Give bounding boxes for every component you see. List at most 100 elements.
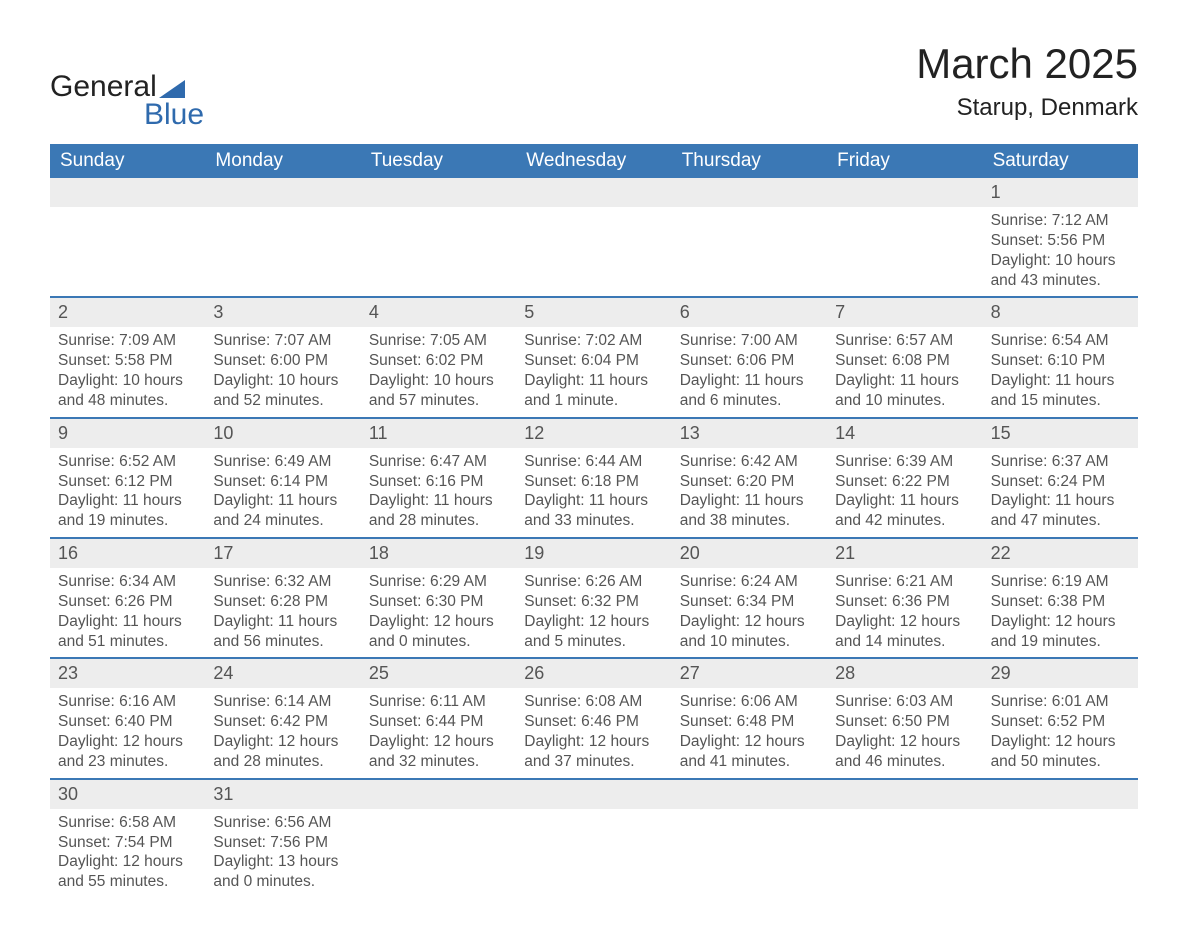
- week-row: 16Sunrise: 6:34 AMSunset: 6:26 PMDayligh…: [50, 537, 1138, 657]
- day-cell: 18Sunrise: 6:29 AMSunset: 6:30 PMDayligh…: [361, 539, 516, 657]
- day-cell: 28Sunrise: 6:03 AMSunset: 6:50 PMDayligh…: [827, 659, 982, 777]
- day-of-week-cell: Tuesday: [361, 144, 516, 178]
- day-detail-line: Sunset: 6:50 PM: [835, 712, 974, 732]
- day-detail-line: Daylight: 11 hours and 51 minutes.: [58, 612, 197, 652]
- day-detail-line: Sunrise: 6:57 AM: [835, 331, 974, 351]
- day-of-week-cell: Wednesday: [516, 144, 671, 178]
- day-number: 2: [50, 298, 205, 327]
- brand-word2: Blue: [144, 98, 204, 132]
- day-detail-line: Daylight: 10 hours and 43 minutes.: [991, 251, 1130, 291]
- day-cell: 19Sunrise: 6:26 AMSunset: 6:32 PMDayligh…: [516, 539, 671, 657]
- day-detail-line: Sunset: 6:22 PM: [835, 472, 974, 492]
- day-detail-line: Sunrise: 6:21 AM: [835, 572, 974, 592]
- day-detail-line: Sunset: 6:42 PM: [213, 712, 352, 732]
- day-number: 20: [672, 539, 827, 568]
- week-row: 9Sunrise: 6:52 AMSunset: 6:12 PMDaylight…: [50, 417, 1138, 537]
- day-number: 10: [205, 419, 360, 448]
- day-detail-line: Sunset: 5:56 PM: [991, 231, 1130, 251]
- day-detail-line: Sunrise: 6:39 AM: [835, 452, 974, 472]
- day-cell: 30Sunrise: 6:58 AMSunset: 7:54 PMDayligh…: [50, 780, 205, 898]
- day-detail-line: Sunset: 6:52 PM: [991, 712, 1130, 732]
- brand-triangle-icon: [159, 80, 185, 98]
- page-header: General Blue March 2025 Starup, Denmark: [50, 40, 1138, 132]
- day-detail-line: Sunrise: 6:42 AM: [680, 452, 819, 472]
- day-cell: [361, 780, 516, 898]
- day-detail-line: Sunrise: 6:34 AM: [58, 572, 197, 592]
- day-detail-line: Sunrise: 6:14 AM: [213, 692, 352, 712]
- day-detail-line: Daylight: 11 hours and 47 minutes.: [991, 491, 1130, 531]
- day-detail-line: Daylight: 12 hours and 41 minutes.: [680, 732, 819, 772]
- day-detail-line: Daylight: 12 hours and 55 minutes.: [58, 852, 197, 892]
- day-detail-line: Sunrise: 6:19 AM: [991, 572, 1130, 592]
- day-detail-line: Daylight: 11 hours and 24 minutes.: [213, 491, 352, 531]
- day-cell: 4Sunrise: 7:05 AMSunset: 6:02 PMDaylight…: [361, 298, 516, 416]
- day-detail-line: Sunset: 6:46 PM: [524, 712, 663, 732]
- day-detail-line: Sunrise: 7:05 AM: [369, 331, 508, 351]
- day-number: [516, 178, 671, 207]
- day-of-week-cell: Monday: [205, 144, 360, 178]
- day-number: 18: [361, 539, 516, 568]
- week-row: 2Sunrise: 7:09 AMSunset: 5:58 PMDaylight…: [50, 296, 1138, 416]
- day-detail-line: Daylight: 11 hours and 42 minutes.: [835, 491, 974, 531]
- day-cell: 9Sunrise: 6:52 AMSunset: 6:12 PMDaylight…: [50, 419, 205, 537]
- day-detail-line: Sunrise: 6:03 AM: [835, 692, 974, 712]
- day-detail-line: Sunrise: 6:08 AM: [524, 692, 663, 712]
- day-detail-line: Sunrise: 6:26 AM: [524, 572, 663, 592]
- day-detail-line: Daylight: 11 hours and 56 minutes.: [213, 612, 352, 652]
- day-number: 1: [983, 178, 1138, 207]
- day-number: [361, 780, 516, 809]
- day-number: 13: [672, 419, 827, 448]
- day-detail-line: Sunset: 6:20 PM: [680, 472, 819, 492]
- day-detail-line: Sunset: 6:00 PM: [213, 351, 352, 371]
- day-detail-line: Sunrise: 6:29 AM: [369, 572, 508, 592]
- day-number: 11: [361, 419, 516, 448]
- day-detail-line: Sunrise: 6:01 AM: [991, 692, 1130, 712]
- day-cell: 2Sunrise: 7:09 AMSunset: 5:58 PMDaylight…: [50, 298, 205, 416]
- day-detail-line: Daylight: 12 hours and 14 minutes.: [835, 612, 974, 652]
- day-cell: [516, 780, 671, 898]
- brand-logo: General Blue: [50, 70, 204, 132]
- day-detail-line: Sunrise: 6:58 AM: [58, 813, 197, 833]
- day-cell: [361, 178, 516, 296]
- day-detail-line: Daylight: 12 hours and 19 minutes.: [991, 612, 1130, 652]
- day-cell: [827, 780, 982, 898]
- day-detail-line: Sunset: 6:08 PM: [835, 351, 974, 371]
- day-detail-line: Daylight: 11 hours and 28 minutes.: [369, 491, 508, 531]
- day-detail-line: Sunrise: 6:06 AM: [680, 692, 819, 712]
- day-detail-line: Sunset: 6:36 PM: [835, 592, 974, 612]
- day-number: 22: [983, 539, 1138, 568]
- day-detail-line: Sunrise: 6:37 AM: [991, 452, 1130, 472]
- day-number: 24: [205, 659, 360, 688]
- day-cell: 22Sunrise: 6:19 AMSunset: 6:38 PMDayligh…: [983, 539, 1138, 657]
- weeks-container: 1Sunrise: 7:12 AMSunset: 5:56 PMDaylight…: [50, 178, 1138, 898]
- day-detail-line: Daylight: 11 hours and 33 minutes.: [524, 491, 663, 531]
- day-detail-line: Sunrise: 6:44 AM: [524, 452, 663, 472]
- day-detail-line: Sunset: 6:44 PM: [369, 712, 508, 732]
- day-cell: 7Sunrise: 6:57 AMSunset: 6:08 PMDaylight…: [827, 298, 982, 416]
- day-detail-line: Sunrise: 6:16 AM: [58, 692, 197, 712]
- day-number: [827, 178, 982, 207]
- month-title: March 2025: [916, 40, 1138, 88]
- day-detail-line: Daylight: 10 hours and 48 minutes.: [58, 371, 197, 411]
- day-detail-line: Daylight: 12 hours and 46 minutes.: [835, 732, 974, 772]
- day-detail-line: Sunset: 6:24 PM: [991, 472, 1130, 492]
- day-cell: 15Sunrise: 6:37 AMSunset: 6:24 PMDayligh…: [983, 419, 1138, 537]
- day-cell: 11Sunrise: 6:47 AMSunset: 6:16 PMDayligh…: [361, 419, 516, 537]
- day-number: 6: [672, 298, 827, 327]
- day-number: [205, 178, 360, 207]
- day-cell: [516, 178, 671, 296]
- day-detail-line: Daylight: 12 hours and 32 minutes.: [369, 732, 508, 772]
- day-of-week-header: SundayMondayTuesdayWednesdayThursdayFrid…: [50, 144, 1138, 178]
- day-cell: [205, 178, 360, 296]
- day-detail-line: Daylight: 12 hours and 50 minutes.: [991, 732, 1130, 772]
- day-number: 23: [50, 659, 205, 688]
- location-label: Starup, Denmark: [916, 94, 1138, 122]
- day-of-week-cell: Friday: [827, 144, 982, 178]
- brand-word1: General: [50, 70, 157, 104]
- day-cell: 8Sunrise: 6:54 AMSunset: 6:10 PMDaylight…: [983, 298, 1138, 416]
- day-number: 19: [516, 539, 671, 568]
- day-detail-line: Sunset: 6:12 PM: [58, 472, 197, 492]
- day-detail-line: Daylight: 10 hours and 52 minutes.: [213, 371, 352, 411]
- day-detail-line: Sunset: 6:30 PM: [369, 592, 508, 612]
- day-number: 8: [983, 298, 1138, 327]
